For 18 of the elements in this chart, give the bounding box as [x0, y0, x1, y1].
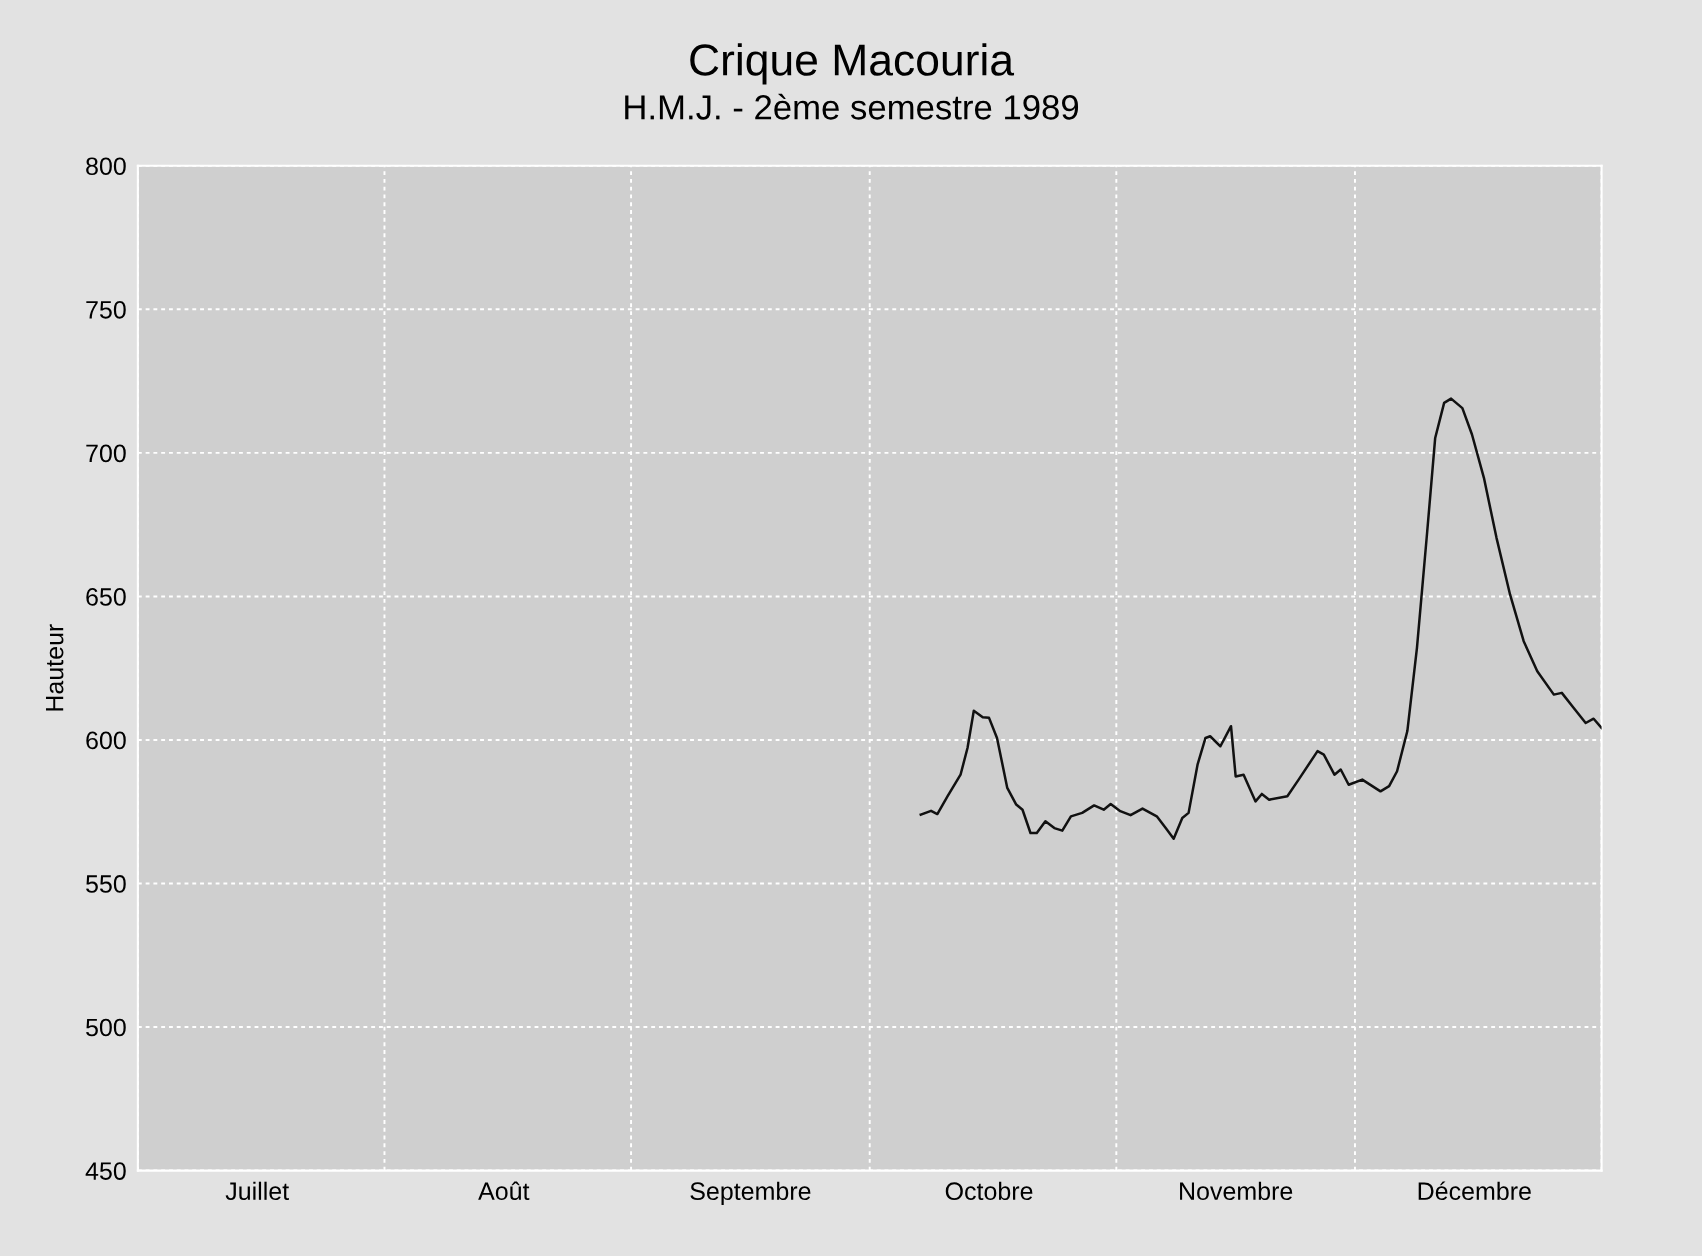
x-tick-label: Octobre — [945, 1181, 1033, 1201]
y-tick-label: 750 — [86, 300, 126, 319]
y-tick-label: 550 — [86, 875, 126, 893]
y-tick-label: 800 — [86, 157, 126, 176]
x-tick-label: Août — [478, 1181, 530, 1201]
y-axis-title: Hauteur — [45, 624, 64, 711]
y-tick-label: 650 — [86, 588, 126, 606]
y-tick-label: 500 — [86, 1018, 126, 1037]
chart-title: Crique Macouria — [690, 43, 1015, 85]
x-tick-label: Septembre — [690, 1181, 811, 1206]
x-tick-label: Novembre — [1180, 1181, 1293, 1201]
y-tick-label: 600 — [86, 731, 126, 750]
line-series — [919, 397, 1602, 840]
x-tick-label: Juillet — [225, 1181, 289, 1201]
y-tick-label: 450 — [85, 1162, 126, 1180]
y-tick-label: 700 — [86, 444, 126, 463]
chart-subtitle: H.M.J. - 2ème semestre 1989 — [625, 93, 1079, 120]
x-tick-label: Décembre — [1418, 1181, 1531, 1201]
